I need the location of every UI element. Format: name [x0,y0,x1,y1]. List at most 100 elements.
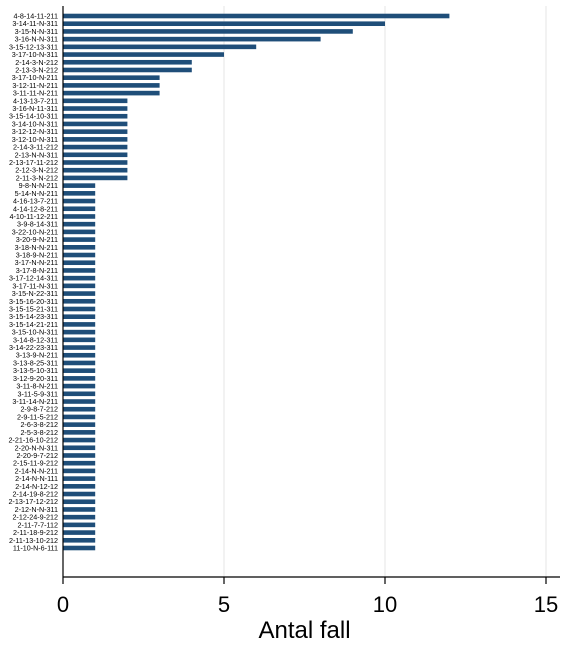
category-label: 3-15-N-22-311 [12,289,58,298]
bar [63,368,96,373]
category-label: 4-13-13-7-211 [13,96,58,105]
category-label: 3-15-15-21-311 [9,304,58,313]
category-label: 3-9-8-14-311 [17,220,58,229]
bar [63,376,96,381]
bar [63,129,128,134]
category-label: 2-12-3-N-212 [15,166,58,175]
category-label: 9-8-N-N-211 [19,181,58,190]
bar [63,260,96,266]
bar [63,322,96,327]
category-label: 3-14-11-N-311 [12,19,58,28]
category-label: 2-11-13-10-212 [9,536,58,545]
category-label: 3-17-8-N-211 [16,266,58,275]
bar [63,245,96,250]
bar [63,175,128,181]
category-label: 2-13-N-N-311 [15,150,58,159]
bar [63,545,96,551]
bar [63,468,96,474]
bar [63,352,96,358]
x-axis-title: Antal fall [258,617,350,644]
category-label: 3-16-N-N-311 [15,35,58,44]
category-label: 2-14-N-N-211 [15,466,58,475]
category-label: 2-14-3-11-212 [13,143,58,152]
category-label: 5-14-N-N-211 [15,189,58,198]
category-label: 2-13-17-12-212 [8,497,58,506]
bar [63,183,96,188]
bar [63,507,96,512]
bar [63,83,160,88]
category-label: 4-10-11-12-211 [10,212,58,221]
bar [63,283,96,289]
bar [63,537,96,543]
category-label: 3-18-9-N-211 [16,251,58,260]
bar [63,67,192,73]
bar [63,414,96,420]
bar [63,221,96,227]
gridlines [223,6,547,577]
bar [63,422,96,427]
category-label: 2-14-N-N-111 [15,474,58,483]
bar [63,460,96,466]
bar [63,75,160,80]
category-label: 2-11-7-7-112 [18,520,58,529]
category-label: 2-12-24-9-212 [12,513,58,522]
category-label: 2-11-3-N-212 [16,173,58,182]
category-label: 3-15-10-N-311 [12,328,58,337]
bar [63,106,128,111]
category-label: 3-17-10-N-211 [12,73,58,82]
category-label: 3-15-14-21-211 [9,320,58,329]
bars-group [63,13,450,551]
category-label: 2-13-3-N-212 [15,65,58,74]
bar [63,337,96,343]
bar [63,306,96,312]
category-label: 2-13-17-11-212 [9,158,58,167]
category-label: 3-15-N-N-311 [15,27,58,36]
category-label: 3-15-16-20-311 [9,297,58,306]
bar [63,383,96,389]
category-label: 3-12-9-20-311 [13,374,58,383]
category-label: 11-10-N-6-111 [13,544,58,553]
bar [63,268,96,273]
category-label: 2-6-3-8-212 [20,420,58,429]
x-tick-label: 15 [534,592,558,617]
bar [63,484,96,489]
bar [63,275,96,281]
category-label: 4-14-12-8-211 [13,204,58,213]
bar [63,314,96,319]
bar [63,360,96,366]
category-labels: 4-8-14-11-2113-14-11-N-3113-15-N-N-3113-… [8,12,58,553]
bar [63,530,96,535]
category-label: 2-9-11-5-212 [17,412,58,421]
category-label: 2-14-N-12-12 [15,482,58,491]
category-label: 3-16-N-11-311 [12,104,58,113]
bar [63,476,96,481]
category-label: 2-21-16-10-212 [8,436,58,445]
bar [63,13,450,19]
category-label: 3-14-22-23-311 [9,343,58,352]
category-label: 2-20-N-N-311 [15,443,58,452]
category-label: 3-15-12-13-311 [9,42,58,51]
bar [63,391,96,397]
bar [63,52,224,57]
category-label: 3-18-N-N-211 [15,243,58,252]
category-label: 3-15-14-10-311 [9,112,58,121]
bar [63,21,385,27]
category-label: 3-11-11-N-211 [13,89,58,98]
category-label: 2-11-18-9-212 [13,528,58,537]
x-tick-label: 10 [373,592,397,617]
category-label: 3-11-5-9-311 [18,389,58,398]
category-label: 2-20-9-7-212 [16,451,58,460]
bar [63,36,321,42]
bar [63,90,160,96]
bar [63,430,96,435]
bar [63,152,128,158]
category-label: 2-9-8-7-212 [20,405,58,414]
category-label: 3-11-8-N-211 [16,382,58,391]
bar [63,44,257,50]
bar [63,144,128,150]
bar [63,229,96,235]
category-label: 3-17-N-N-211 [15,258,58,267]
bar [63,214,96,219]
bar [63,298,96,304]
bar [63,514,96,520]
